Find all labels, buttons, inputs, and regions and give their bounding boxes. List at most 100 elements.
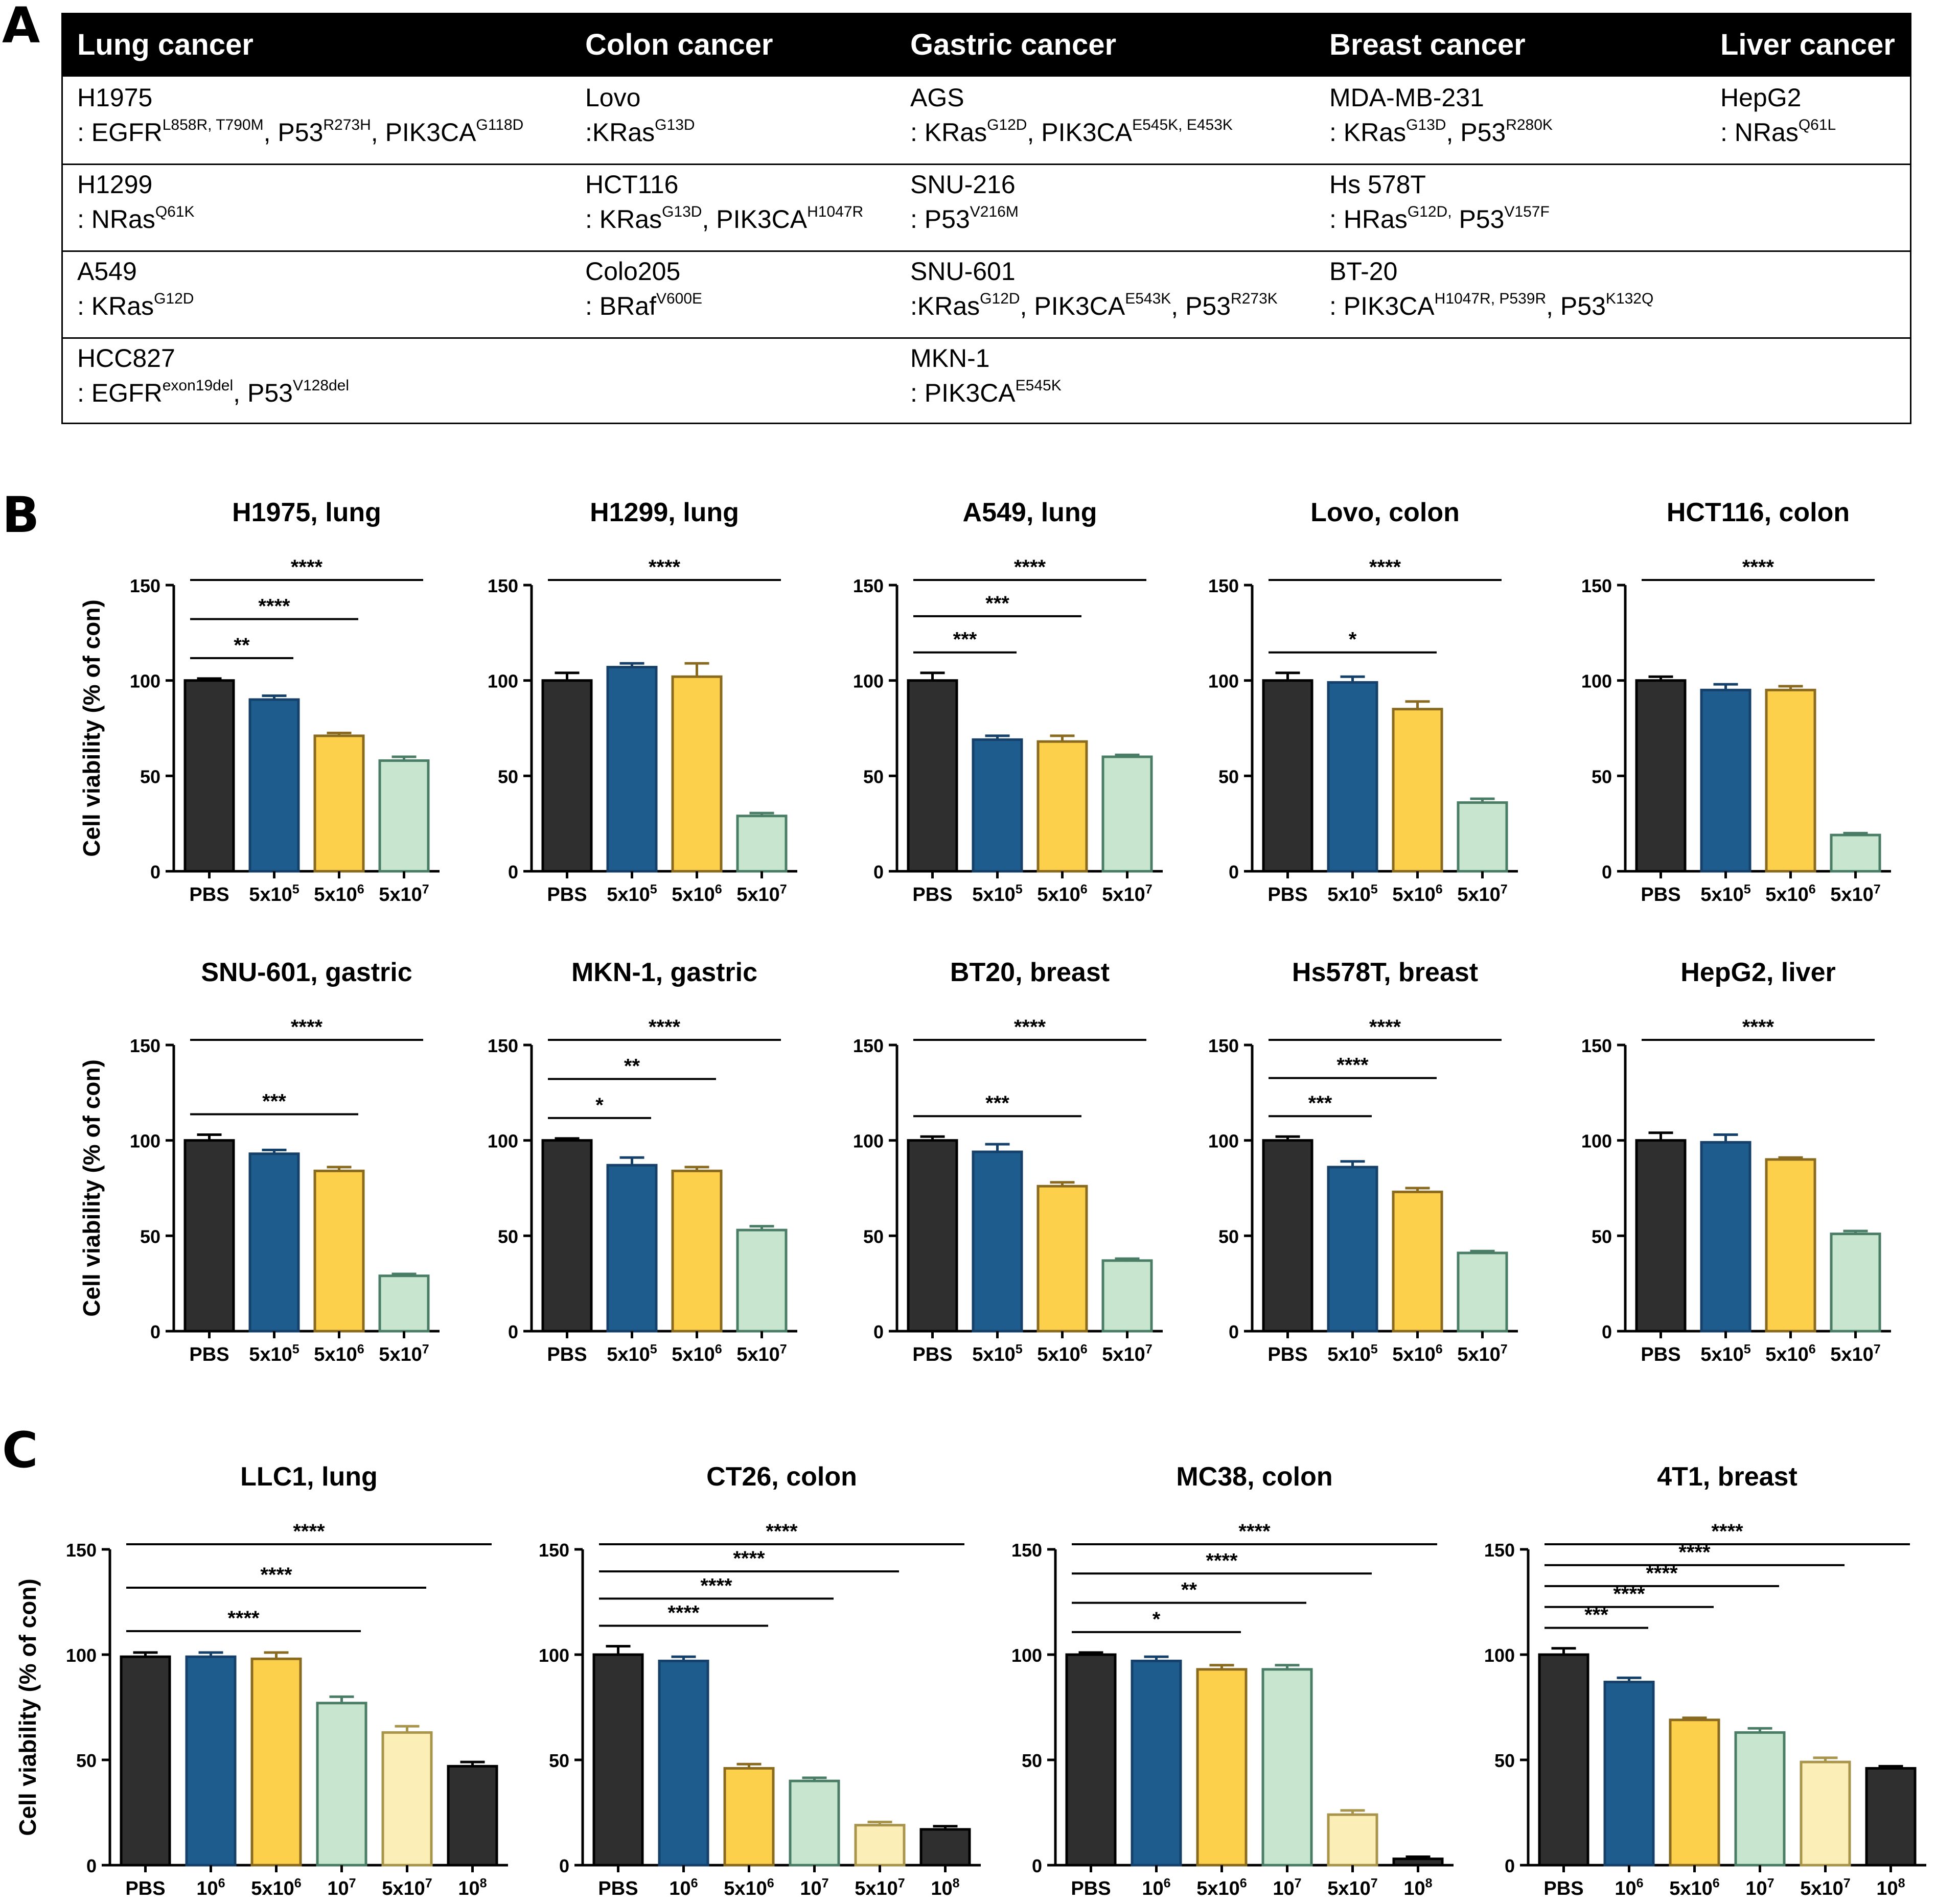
bar [378,1274,430,1333]
cell-line-name: SNU-216 [910,170,1016,199]
bar [378,759,430,873]
bar [1635,1139,1687,1333]
y-tick-label: 100 [1208,1131,1239,1152]
significance-label: **** [291,1016,323,1038]
mutation-list: :KRasG13D [585,116,695,147]
y-tick-label: 150 [853,575,884,596]
y-tick-label: 100 [1208,671,1239,692]
significance-label: **** [649,556,681,578]
significance-label: ** [234,634,250,657]
row-divider [63,337,1910,339]
significance-label: **** [1369,1016,1401,1038]
cell-line-name: Hs 578T [1329,170,1426,199]
y-axis-label: Cell viability (% of con) [14,1578,41,1836]
bar [1457,1251,1508,1333]
table-cell: H1975: EGFRL858R, T790M, P53R273H, PIK3C… [77,81,523,150]
y-tick-label: 0 [508,1321,518,1342]
x-tick-label: 5x106 [672,1342,722,1365]
x-tick-label: 5x107 [1800,1876,1851,1899]
bar [1327,1813,1378,1867]
y-tick-label: 50 [140,766,160,787]
x-tick-label: PBS [1641,1344,1680,1365]
table-cell: H1299: NRasQ61K [77,168,195,237]
mutation-list: : P53V216M [910,203,1019,234]
y-tick-label: 50 [863,766,884,787]
bar [1800,1760,1851,1867]
significance-label: **** [766,1520,798,1543]
bar [1065,1653,1117,1867]
bar [1101,755,1153,873]
x-tick-label: 106 [669,1876,698,1899]
x-tick-label: PBS [189,1344,229,1365]
x-tick-label: PBS [1543,1878,1583,1899]
y-tick-label: 50 [76,1750,97,1771]
bar [248,698,300,873]
mutation-list: : HRasG12D, P53V157F [1329,203,1550,234]
table-cell: A549: KRasG12D [77,254,194,323]
chart-title: LLC1, lung [240,1462,378,1492]
table-cell: HepG2: NRasQ61L [1720,81,1836,150]
bar [1261,1668,1313,1867]
header-colon: Colon cancer [585,28,773,61]
x-tick-label: 5x105 [607,1342,657,1365]
table-cell: MDA-MB-231: KRasG13D, P53R280K [1329,81,1553,150]
y-tick-label: 100 [488,1131,518,1152]
x-tick-label: PBS [1071,1878,1111,1899]
significance-label: **** [1206,1549,1238,1572]
significance-label: **** [1238,1520,1271,1543]
chart-title: CT26, colon [706,1462,857,1492]
x-tick-label: PBS [598,1878,638,1899]
significance-label: **** [1711,1520,1743,1543]
y-tick-label: 100 [130,1131,160,1152]
significance-label: **** [700,1574,732,1597]
y-tick-label: 150 [853,1035,884,1056]
chart-title: H1299, lung [590,498,739,527]
x-tick-label: 5x106 [724,1876,774,1899]
x-tick-label: 108 [1876,1876,1905,1899]
significance-label: **** [649,1016,681,1038]
significance-label: **** [667,1602,700,1624]
bar [1262,679,1313,873]
bar [671,675,723,873]
bar [447,1764,498,1867]
y-tick-label: 150 [1208,1035,1239,1056]
cell-line-name: BT-20 [1329,257,1398,286]
y-tick-label: 100 [539,1645,569,1666]
cell-line-name: Lovo [585,83,641,112]
x-tick-label: PBS [1267,1344,1307,1365]
panel-letter-a: A [2,0,40,54]
y-tick-label: 150 [488,575,518,596]
bar [1196,1668,1248,1867]
mutation-list: : NRasQ61L [1720,116,1836,147]
bar [789,1779,840,1867]
bar [183,679,235,873]
chart-title: MC38, colon [1176,1462,1332,1492]
table-cell: BT-20: PIK3CAH1047R, P539R, P53K132Q [1329,254,1653,323]
table-cell: Colo205: BRafV600E [585,254,702,323]
y-tick-label: 100 [488,671,518,692]
y-tick-label: 50 [498,766,518,787]
mutation-list: :KRasG12D, PIK3CAE543K, P53R273K [910,290,1278,320]
y-tick-label: 150 [1208,575,1239,596]
significance-label: *** [1308,1092,1332,1114]
bar [541,1139,593,1333]
significance-label: *** [262,1090,286,1112]
cell-line-name: Colo205 [585,257,681,286]
bar [1327,1166,1378,1333]
y-tick-label: 0 [508,862,518,883]
bar [313,734,365,873]
x-tick-label: 5x105 [1327,883,1378,905]
x-tick-label: 5x107 [1102,1342,1153,1365]
bar [1538,1653,1589,1867]
cell-line-name: MKN-1 [910,344,990,373]
bar [1734,1731,1786,1867]
y-tick-label: 0 [1032,1855,1042,1876]
x-tick-label: 106 [1142,1876,1170,1899]
bar [185,1655,237,1867]
x-tick-label: PBS [912,1344,952,1365]
bar [1865,1767,1917,1867]
bar [1700,688,1751,873]
chart-title: MKN-1, gastric [571,958,757,987]
x-tick-label: PBS [547,1344,587,1365]
bar [120,1655,171,1867]
